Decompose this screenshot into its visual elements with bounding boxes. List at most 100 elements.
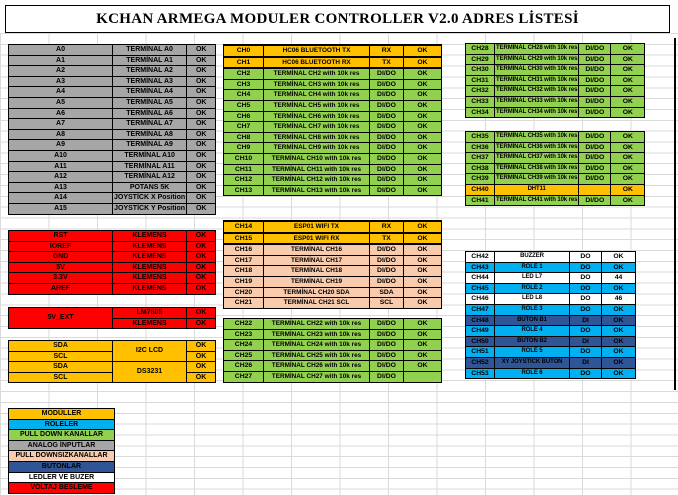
cell[interactable] <box>403 370 442 383</box>
cell[interactable]: A12 <box>8 171 113 183</box>
cell[interactable]: RX <box>369 220 404 234</box>
cell[interactable]: HC06 BLUETOOTH TX <box>263 44 370 58</box>
cell[interactable]: OK <box>403 174 442 186</box>
cell[interactable]: DI/DO <box>369 318 404 330</box>
cell[interactable]: CH0 <box>223 44 264 58</box>
cell[interactable]: OK <box>610 43 646 55</box>
cell[interactable]: TX <box>369 55 404 70</box>
cell[interactable]: OK <box>601 335 636 348</box>
cell[interactable]: SDA <box>8 340 113 352</box>
cell[interactable]: TERMİNAL A6 <box>111 107 188 120</box>
cell[interactable]: OK <box>403 163 442 176</box>
cell[interactable]: OK <box>403 360 442 372</box>
cell[interactable]: CH33 <box>465 95 495 108</box>
cell[interactable]: CH17 <box>223 254 264 267</box>
cell[interactable]: OK <box>601 282 636 295</box>
cell[interactable]: CH3 <box>223 78 264 91</box>
cell[interactable]: DI/DO <box>369 121 404 133</box>
cell[interactable]: LED L8 <box>494 293 570 305</box>
cell[interactable]: OK <box>186 128 217 141</box>
cell[interactable]: TERMİNAL CH27 with 10k res <box>263 370 370 383</box>
cell[interactable]: SCL <box>369 297 404 309</box>
cell[interactable]: CH36 <box>465 141 495 154</box>
cell[interactable]: DI/DO <box>369 131 404 144</box>
cell[interactable]: CH39 <box>465 173 495 185</box>
cell[interactable]: DI/DO <box>369 152 404 165</box>
cell[interactable]: DI/DO <box>369 360 404 372</box>
cell[interactable]: CH21 <box>223 297 264 309</box>
cell[interactable]: CH49 <box>465 325 495 337</box>
cell[interactable]: TERMİNAL A9 <box>111 139 188 151</box>
cell[interactable]: A6 <box>8 107 113 120</box>
cell[interactable]: CH9 <box>223 142 264 154</box>
cell[interactable]: CH16 <box>223 243 264 256</box>
cell[interactable]: OK <box>601 346 636 358</box>
cell[interactable]: CH45 <box>465 282 495 295</box>
cell[interactable]: DO <box>569 346 602 358</box>
cell[interactable]: DO <box>569 251 602 263</box>
cell[interactable]: TERMİNAL CH39 with 10k res <box>493 173 580 185</box>
cell[interactable]: RÖLELER <box>8 418 115 431</box>
cell[interactable]: CH20 <box>223 286 264 299</box>
cell[interactable]: RÖLE 6 <box>494 367 570 380</box>
cell[interactable]: TERMİNAL A3 <box>111 75 188 88</box>
cell[interactable]: RÖLE 3 <box>494 303 570 316</box>
cell[interactable]: MODÜLLER <box>8 408 115 420</box>
cell[interactable]: SDA <box>369 286 404 299</box>
cell[interactable]: TERMİNAL CH22 with 10k res <box>263 318 370 330</box>
cell[interactable]: TERMİNAL CH12 with 10k res <box>263 174 370 186</box>
cell[interactable]: TERMİNAL CH34 with 10k res <box>493 106 580 119</box>
cell[interactable]: CH2 <box>223 67 264 80</box>
cell[interactable]: CH24 <box>223 339 264 351</box>
cell[interactable]: CH13 <box>223 184 264 197</box>
cell[interactable]: OK <box>610 152 646 164</box>
cell[interactable]: DI/DO <box>578 131 612 143</box>
cell[interactable]: OK <box>186 139 217 151</box>
cell[interactable]: LEDLER VE BUZER <box>8 471 115 484</box>
cell[interactable]: DI/DO <box>369 370 404 383</box>
cell[interactable]: DI/DO <box>369 174 404 186</box>
cell[interactable]: CH8 <box>223 131 264 144</box>
cell[interactable]: TERMİNAL CH36 with 10k res <box>493 141 580 154</box>
cell[interactable]: DI/DO <box>369 243 404 256</box>
cell[interactable]: CH22 <box>223 318 264 330</box>
cell[interactable]: CH38 <box>465 162 495 175</box>
cell[interactable]: OK <box>403 339 442 351</box>
cell[interactable]: A2 <box>8 65 113 77</box>
cell[interactable]: DI <box>569 356 602 369</box>
cell[interactable]: XY JOYSTICK BUTON <box>494 356 570 369</box>
cell[interactable]: CH23 <box>223 328 264 341</box>
cell[interactable]: I2C LCD <box>112 339 187 363</box>
cell[interactable]: OK <box>403 231 442 246</box>
cell[interactable]: TERMİNAL CH38 with 10k res <box>493 162 580 175</box>
cell[interactable]: OK <box>186 192 217 204</box>
cell[interactable]: OK <box>403 254 442 267</box>
cell[interactable]: OK <box>601 303 636 316</box>
cell[interactable]: KLEMENS <box>112 251 187 263</box>
cell[interactable]: TERMİNAL CH35 with 10k res <box>493 131 580 143</box>
cell[interactable]: 46 <box>601 293 636 305</box>
cell[interactable]: CH12 <box>223 174 264 186</box>
cell[interactable]: AREF <box>8 282 113 295</box>
cell[interactable]: OK <box>610 85 646 97</box>
cell[interactable]: DI/DO <box>369 142 404 154</box>
cell[interactable]: DI/DO <box>369 254 404 267</box>
cell[interactable]: DI/DO <box>369 265 404 277</box>
cell[interactable]: TERMİNAL CH8 with 10k res <box>263 131 370 144</box>
cell[interactable]: TERMİNAL CH9 with 10k res <box>263 142 370 154</box>
cell[interactable]: DI/DO <box>369 184 404 197</box>
cell[interactable]: OK <box>186 282 216 295</box>
cell[interactable]: OK <box>186 160 217 173</box>
cell[interactable]: A11 <box>8 160 113 173</box>
cell[interactable]: CH10 <box>223 152 264 165</box>
cell[interactable]: DI/DO <box>369 78 404 91</box>
cell[interactable]: TERMİNAL CH26 with 10k res <box>263 360 370 372</box>
cell[interactable]: RX <box>369 44 404 58</box>
cell[interactable]: DO <box>569 261 602 274</box>
cell[interactable]: OK <box>186 350 216 363</box>
cell[interactable]: CH32 <box>465 85 495 97</box>
cell[interactable]: TERMİNAL CH30 with 10k res <box>493 64 580 76</box>
cell[interactable]: TERMİNAL CH29 with 10k res <box>493 53 580 66</box>
cell[interactable]: 5V_EXT <box>8 306 113 330</box>
cell[interactable]: OK <box>403 78 442 91</box>
